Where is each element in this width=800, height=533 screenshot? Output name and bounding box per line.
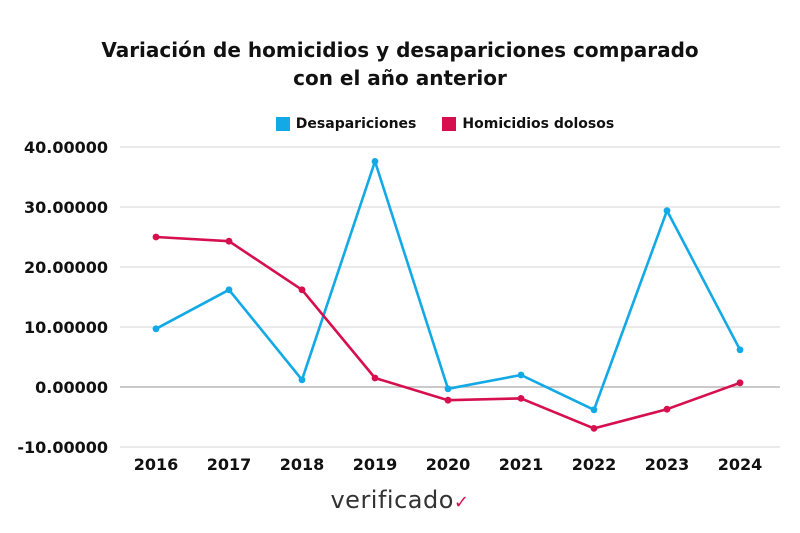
verificado-logo: verificado✓ xyxy=(0,486,800,514)
data-point-homicidios xyxy=(298,286,306,294)
x-tick-label: 2023 xyxy=(645,455,690,474)
x-tick-label: 2016 xyxy=(134,455,179,474)
legend-label-desapariciones: Desapariciones xyxy=(295,116,417,132)
y-tick-label: -10.00000 xyxy=(17,438,108,457)
data-point-desapariciones xyxy=(663,207,671,215)
data-point-desapariciones xyxy=(736,346,744,354)
data-point-homicidios xyxy=(444,396,452,404)
x-tick-label: 2017 xyxy=(207,455,252,474)
legend: Desapariciones Homicidios dolosos xyxy=(0,116,800,132)
series-line-desapariciones xyxy=(155,160,742,412)
data-point-homicidios xyxy=(663,405,671,413)
chart-title-line-1: Variación de homicidios y desapariciones… xyxy=(101,38,699,62)
data-point-desapariciones xyxy=(590,406,598,414)
data-point-homicidios xyxy=(736,379,744,387)
x-tick-label: 2022 xyxy=(572,455,617,474)
data-point-desapariciones xyxy=(444,385,452,393)
y-tick-label: 40.00000 xyxy=(24,138,108,157)
data-point-desapariciones xyxy=(225,286,233,294)
chart-title: Variación de homicidios y desapariciones… xyxy=(0,36,800,92)
data-point-homicidios xyxy=(225,237,233,245)
x-tick-label: 2019 xyxy=(353,455,398,474)
legend-item-homicidios: Homicidios dolosos xyxy=(442,116,614,132)
y-tick-label: 20.00000 xyxy=(24,258,108,277)
logo-text: verificado xyxy=(330,486,454,514)
y-tick-label: 0.00000 xyxy=(35,378,108,397)
checkmark-icon: ✓ xyxy=(453,492,470,513)
y-tick-label: 10.00000 xyxy=(24,318,108,337)
y-tick-label: 30.00000 xyxy=(24,198,108,217)
chart-title-line-2: con el año anterior xyxy=(293,66,507,90)
x-tick-label: 2021 xyxy=(499,455,544,474)
x-tick-label: 2020 xyxy=(426,455,471,474)
data-point-desapariciones xyxy=(152,325,160,333)
data-point-homicidios xyxy=(590,425,598,432)
data-point-desapariciones xyxy=(371,158,379,165)
x-tick-label: 2018 xyxy=(280,455,325,474)
legend-label-homicidios: Homicidios dolosos xyxy=(462,116,615,132)
data-point-desapariciones xyxy=(298,376,306,384)
data-point-homicidios xyxy=(371,374,379,382)
legend-swatch-homicidios xyxy=(442,117,457,131)
legend-item-desapariciones: Desapariciones xyxy=(275,116,417,132)
data-point-desapariciones xyxy=(517,371,525,379)
x-tick-label: 2024 xyxy=(718,455,763,474)
data-point-homicidios xyxy=(152,233,160,241)
data-point-homicidios xyxy=(517,395,525,402)
legend-swatch-desapariciones xyxy=(275,117,290,131)
